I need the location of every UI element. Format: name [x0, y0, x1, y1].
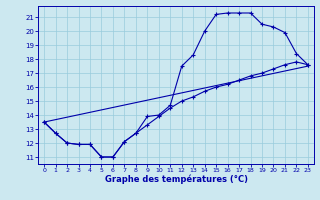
- X-axis label: Graphe des températures (°C): Graphe des températures (°C): [105, 175, 247, 184]
